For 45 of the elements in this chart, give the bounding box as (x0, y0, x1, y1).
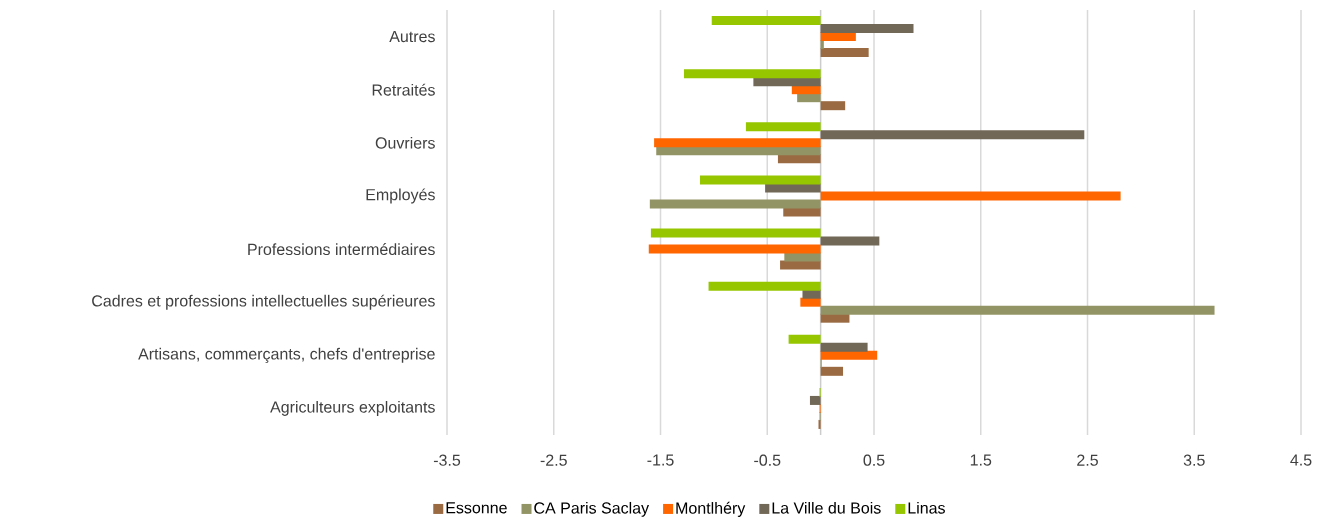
bar (820, 305, 1215, 315)
x-tick-label: 4.5 (1290, 454, 1312, 466)
bar (820, 236, 880, 246)
x-tick-label: -2.5 (540, 454, 567, 466)
y-tick-label: Professions intermédiaires (248, 243, 435, 256)
bar (780, 260, 821, 270)
legend-label: La Ville du Bois (772, 501, 881, 514)
bar (820, 342, 868, 352)
x-tick-label: 3.5 (1183, 454, 1205, 466)
bar (818, 419, 821, 429)
y-tick-label: Employés (366, 188, 435, 204)
y-tick-label: Retraités (372, 83, 435, 96)
bar (820, 24, 914, 34)
x-tick-label: -1.5 (647, 454, 674, 466)
y-tick-label: Agriculteurs exploitants (270, 400, 435, 416)
legend-label: CA Paris Saclay (534, 501, 650, 517)
y-tick-label: Artisans, commerçants, chefs d'entreprise (138, 347, 435, 363)
x-tick-label: -0.5 (754, 454, 781, 466)
bar (745, 122, 821, 132)
y-tick-label: Cadres et professions intellectuelles supérieures (92, 294, 435, 310)
bar (700, 175, 821, 185)
y-tick-label: Ouvriers (375, 136, 435, 149)
bar (708, 281, 821, 291)
legend-label: Essonne (446, 502, 507, 514)
bar (788, 334, 821, 344)
bar (820, 130, 1085, 140)
bar (711, 16, 821, 26)
x-tick-label: 1.5 (970, 454, 992, 466)
bar (820, 48, 869, 58)
bar (648, 244, 821, 254)
bar (683, 69, 821, 79)
bar (654, 138, 821, 148)
bar (820, 366, 844, 376)
x-tick-label: -3.5 (433, 454, 461, 466)
legend-label: Linas (908, 501, 945, 514)
x-tick-label: 0.5 (863, 454, 885, 466)
bar (650, 228, 821, 238)
bar (809, 395, 821, 405)
bar (820, 350, 878, 360)
x-tick-label: 2.5 (1077, 454, 1098, 466)
legend-label: Montlhéry (676, 501, 746, 517)
bar (649, 199, 821, 209)
y-tick-label: Autres (389, 30, 435, 43)
bar (820, 101, 846, 111)
bar (820, 191, 1121, 201)
